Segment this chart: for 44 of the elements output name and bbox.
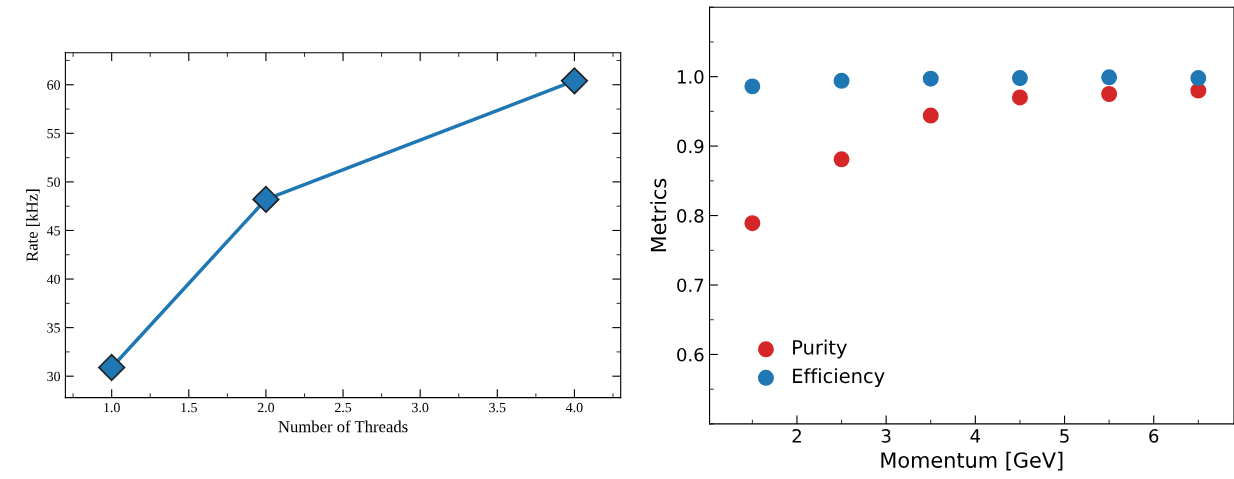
point	[1011, 70, 1028, 87]
y-tick-label: 40	[46, 274, 61, 284]
x-tick-label: 1.0	[104, 402, 120, 413]
x-tick-label: 2.5	[334, 402, 352, 413]
x-tick-label: 5	[1060, 429, 1069, 443]
x-tick-label: 4	[970, 429, 981, 443]
y-tick-label: 60	[47, 80, 61, 90]
y-tick-label: 0.9	[677, 139, 704, 154]
point	[744, 215, 761, 232]
y-tick-label: 50	[47, 177, 61, 187]
y-tick-label: 0.8	[677, 209, 704, 223]
x-tick-label: 4.0	[566, 402, 583, 413]
x-tick-label: 3	[881, 429, 891, 443]
x-tick-label: 1.5	[181, 402, 197, 413]
y-tick-label: 55	[47, 129, 60, 139]
point	[252, 185, 280, 213]
point	[744, 78, 761, 95]
point	[560, 67, 589, 95]
y-tick-label: 45	[46, 226, 60, 236]
point	[98, 353, 126, 382]
y-tick-label: 30	[47, 371, 61, 382]
point	[1011, 89, 1028, 106]
y-tick-label: 35	[47, 323, 60, 333]
x-tick-label: 3.0	[412, 402, 429, 413]
point	[833, 72, 850, 89]
x-tick-label: 2.0	[257, 402, 275, 413]
x-tick-label: 2	[792, 429, 801, 443]
x-axis-title: Number of Threads	[278, 420, 408, 433]
legend-label: Purity	[793, 339, 847, 359]
point	[922, 107, 939, 124]
y-axis-title: Rate [kHz]	[25, 189, 40, 262]
x-tick-label: 3.5	[489, 402, 506, 413]
point	[1101, 69, 1118, 86]
y-tick-label: 1.0	[677, 70, 704, 84]
point	[1101, 86, 1118, 102]
x-tick-label: 6	[1149, 429, 1159, 443]
point	[1190, 70, 1207, 87]
y-tick-label: 0.6	[677, 347, 704, 362]
y-axis-title: Metrics	[650, 178, 667, 252]
y-tick-label: 0.7	[677, 278, 704, 293]
x-axis-title: Momentum [GeV]	[881, 451, 1063, 471]
point	[833, 151, 850, 168]
legend-label: Efficiency	[793, 368, 885, 387]
point	[922, 70, 939, 87]
